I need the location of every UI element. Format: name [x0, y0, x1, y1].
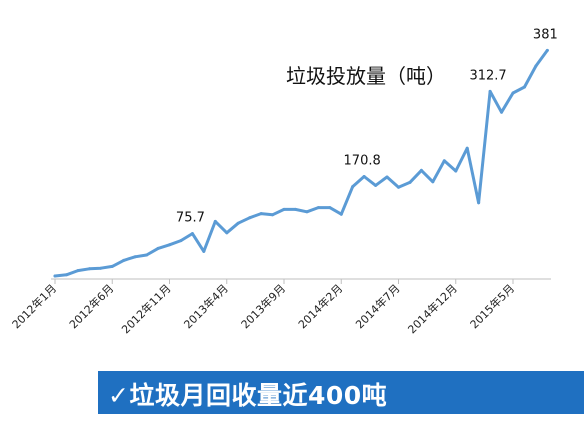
data-point	[168, 243, 171, 247]
data-point	[248, 216, 252, 220]
data-point	[328, 206, 332, 210]
data-point	[374, 183, 378, 187]
data-point	[362, 175, 366, 179]
data-point	[339, 212, 343, 216]
data-point	[122, 258, 126, 262]
data-point	[351, 185, 355, 189]
data-point	[76, 269, 80, 273]
data-label: 170.8	[344, 154, 381, 169]
data-point	[133, 255, 137, 259]
data-point	[442, 159, 446, 163]
data-labels: 75.7 170.8 312.7 381	[53, 27, 558, 278]
data-point	[305, 210, 309, 214]
data-point	[488, 89, 492, 93]
data-point	[293, 207, 297, 211]
x-ticks: 2012年1月 2012年6月 2012年11月 2013年4月 2013年9月 2014…	[9, 279, 517, 336]
x-tick-label: 2014年7月	[352, 281, 402, 331]
data-point	[431, 180, 435, 184]
data-point	[454, 169, 458, 173]
data-point	[259, 212, 263, 216]
data-point	[225, 231, 229, 235]
data-point	[397, 185, 400, 189]
data-point	[53, 274, 57, 278]
x-tick-label: 2014年12月	[405, 281, 460, 336]
data-point	[545, 48, 549, 52]
data-point	[511, 91, 515, 95]
data-point	[213, 219, 217, 223]
series-line	[53, 48, 549, 278]
x-tick-label: 2013年9月	[238, 281, 288, 331]
data-label: 75.7	[176, 211, 205, 226]
data-point	[110, 264, 114, 268]
x-tick-label: 2015年5月	[467, 281, 517, 331]
x-tick-label: 2012年1月	[9, 281, 59, 331]
data-point	[465, 146, 469, 150]
data-point	[282, 207, 286, 211]
data-point	[271, 213, 275, 217]
data-point	[534, 64, 538, 68]
banner-text: ✓垃圾月回收量近400吨	[108, 381, 388, 410]
data-point	[99, 266, 103, 270]
x-tick-label: 2014年2月	[295, 281, 345, 331]
data-point	[145, 253, 149, 257]
data-point	[156, 246, 160, 250]
data-point	[236, 221, 240, 225]
x-tick-label: 2013年4月	[181, 281, 231, 331]
x-tick-label: 2012年11月	[118, 281, 173, 336]
x-tick-label: 2012年6月	[66, 281, 116, 331]
data-point	[408, 180, 412, 184]
data-point	[316, 206, 320, 210]
summary-banner: ✓垃圾月回收量近400吨	[98, 371, 584, 414]
data-label: 381	[533, 27, 558, 42]
data-point	[522, 85, 526, 89]
line-chart: 2012年1月 2012年6月 2012年11月 2013年4月 2013年9月 2014…	[9, 27, 558, 336]
data-point	[179, 239, 183, 243]
chart-title: 垃圾投放量（吨）	[286, 64, 446, 88]
data-point	[87, 267, 91, 271]
data-label: 312.7	[469, 68, 506, 83]
data-point	[477, 201, 481, 205]
data-point	[64, 273, 68, 277]
data-point	[202, 249, 206, 253]
data-point	[385, 175, 389, 179]
data-point	[500, 110, 504, 114]
data-point	[419, 168, 423, 172]
data-point	[190, 232, 194, 236]
